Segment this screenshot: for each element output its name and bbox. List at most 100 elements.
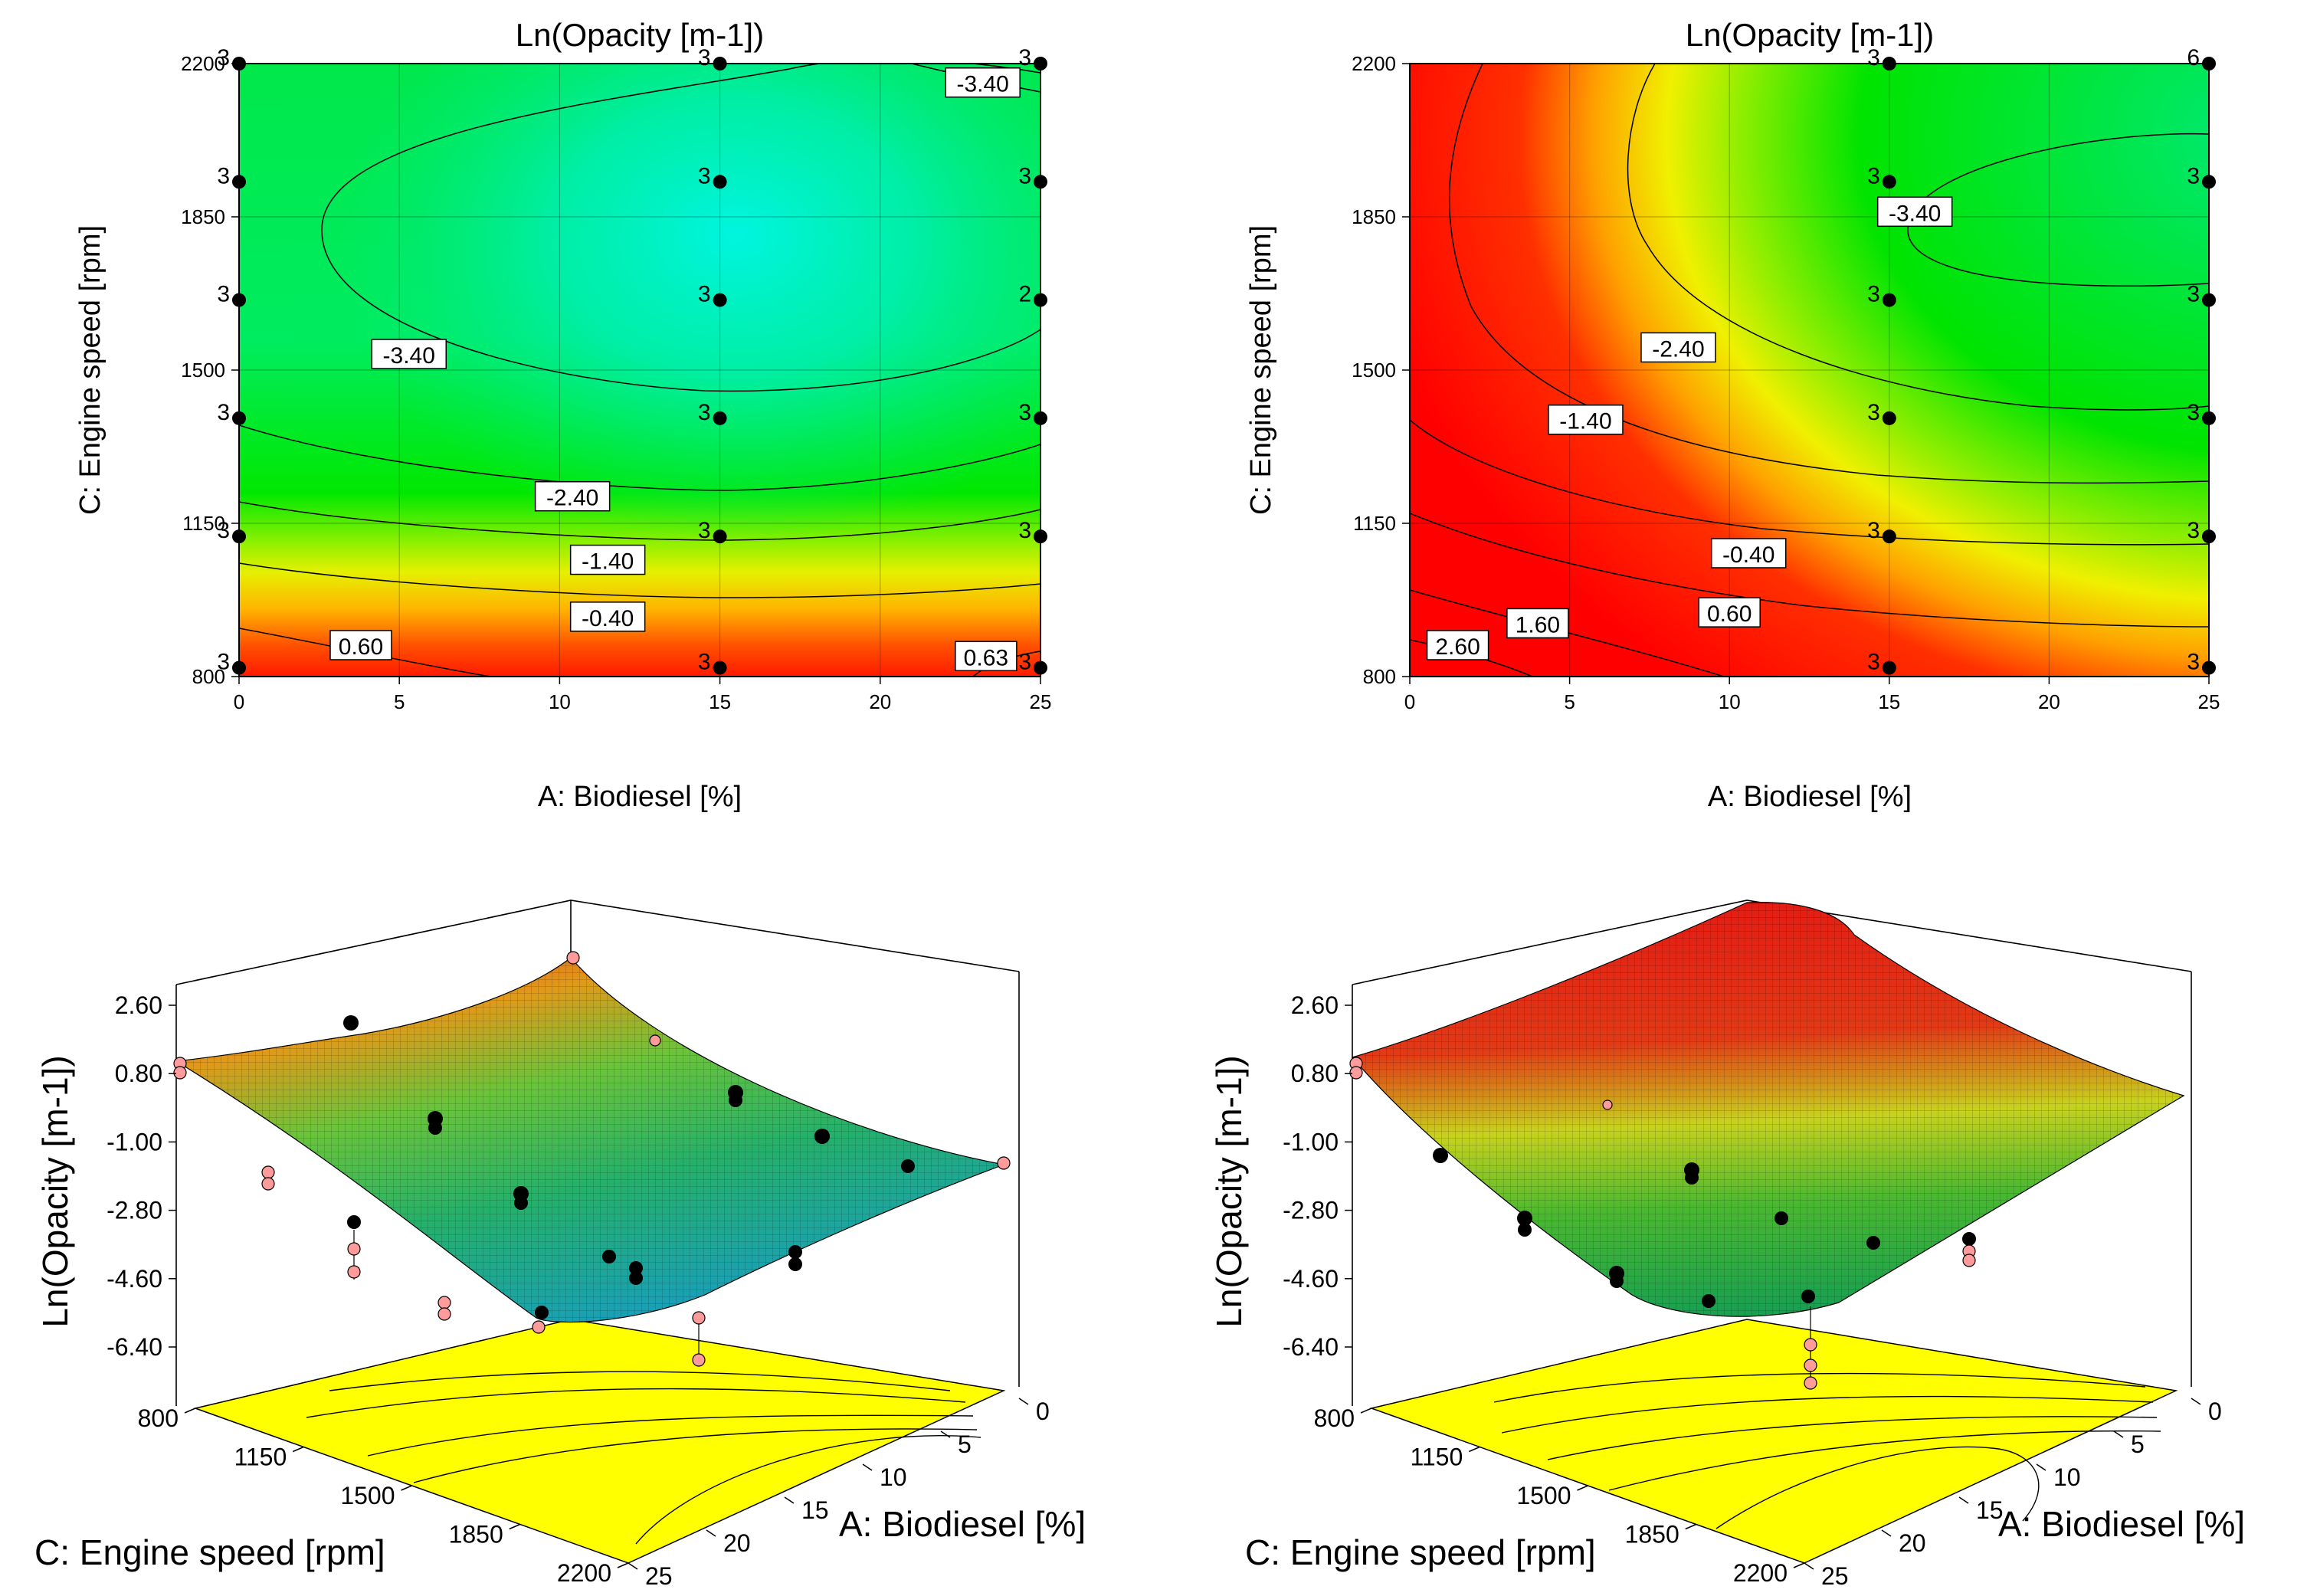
design-points: 3 3 3 3 3 3 3 3 3 3 3 3 3 3 2 3 3 3 [217,45,1047,675]
z-axis-label: Ln(Opacity [m-1]) [1209,1055,1249,1327]
data-point [1685,1171,1699,1185]
data-point [1962,1232,1976,1246]
x-tick-label: 10 [549,690,571,713]
data-point [629,1271,643,1285]
contour-plot-right: Ln(Opacity [m-1]) -3.40 -2.40 -1.40 -0.40 0.… [1245,17,2220,813]
plot-area [1410,64,2209,677]
data-point [1517,1211,1532,1226]
contour-label-text: -3.40 [1889,201,1941,226]
replicate-count: 3 [217,400,230,425]
contour-label-box [1426,630,1489,660]
biodiesel-tick-mark [862,1463,873,1471]
data-point-below-surface [692,1311,706,1325]
design-point: 3 [698,282,727,307]
design-point: 3 [698,163,727,189]
contour-label-text: -2.40 [546,486,598,511]
surface-mesh [1352,902,2184,1317]
design-point-marker [1882,293,1896,307]
engine-speed-tick-label: 800 [1314,1404,1355,1432]
data-point-below-surface [437,1296,451,1309]
y-tick-label: 1500 [1352,359,1396,382]
replicate-count: 3 [217,282,230,307]
design-point: 3 [217,518,246,544]
design-point: 3 [698,650,727,675]
z-axis-ticks: 2.60 0.80 -1.00 -2.80 -4.60 -6.40 [1283,991,1352,1361]
y-tick-label: 1500 [181,359,225,382]
design-point-marker [1882,411,1896,425]
data-point-below-surface [347,1265,361,1279]
engine-speed-tick-label: 1850 [449,1521,503,1548]
engine-speed-axis-label: C: Engine speed [rpm] [1245,1532,1596,1572]
contour-line [1410,513,2209,628]
contour-plot-left: Ln(Opacity [m-1]) -3.40 -3.40 -2.40 -1.40 -0… [74,17,1051,813]
contour-label: -2.40 [534,480,611,512]
y-tick-label: 1850 [1352,205,1396,228]
data-point-below-surface [997,1156,1011,1170]
replicate-count: 3 [1867,400,1880,425]
contour-label-box [371,339,447,369]
engine-speed-axis-ticks: 800 1150 1500 1850 2200 [138,1404,629,1587]
replicate-count: 3 [217,518,230,543]
x-tick-label: 0 [1404,690,1415,713]
floor-contours [1493,1372,2161,1529]
contour-label: 0.63 [955,641,1018,672]
replicate-count: 3 [2187,650,2200,675]
floor-contour-line [1547,1416,2158,1460]
replicate-count: 3 [698,282,711,307]
engine-speed-tick-mark [1577,1485,1588,1491]
engine-speed-tick-label: 2200 [1733,1559,1788,1587]
design-point: 3 [1867,518,1896,544]
data-point-below-surface [1804,1358,1817,1372]
contour-label: -1.40 [1548,404,1624,435]
biodiesel-tick-label: 0 [2208,1398,2222,1425]
biodiesel-tick-mark [940,1431,951,1438]
x-tick-label: 5 [1564,690,1575,713]
contour-label-text: 0.60 [1707,601,1752,627]
y-axis-label: C: Engine speed [rpm] [74,225,107,515]
contour-label-box [1548,404,1624,435]
contour-label-box [569,601,646,632]
floor-contour-line [1501,1395,2154,1434]
data-point [629,1261,643,1275]
z-axis-ticks: 2.60 0.80 -1.00 -2.80 -4.60 -6.40 [107,991,176,1361]
data-point-below-surface [692,1353,706,1367]
z-tick-label: -6.40 [1283,1333,1339,1361]
data-point-below-surface [1962,1254,1976,1267]
data-point [535,1306,549,1319]
biodiesel-tick-label: 10 [2053,1463,2081,1491]
y-tick-label: 2200 [1352,52,1396,75]
y-tick-label: 2200 [181,52,225,75]
engine-speed-tick-mark [1360,1408,1372,1414]
engine-speed-tick-mark [1685,1523,1697,1530]
design-point-marker [1882,529,1896,544]
design-point-marker [1882,175,1896,189]
design-point: 3 [1867,650,1896,675]
replicate-count: 2 [1018,282,1031,307]
contour-line [1907,133,2209,287]
floor-contour-plane [1369,1319,2178,1564]
z-tick-label: -6.40 [107,1333,162,1361]
contour-label-text: 1.60 [1516,612,1560,637]
surface-drop-points [1349,1057,1976,1390]
engine-speed-tick-label: 2200 [557,1559,611,1587]
replicate-count: 3 [217,650,230,675]
floor-contour-line [635,1435,981,1545]
contour-label-text: 2.60 [1435,634,1480,660]
biodiesel-axis-ticks: 0 5 10 15 20 25 [628,1398,1050,1590]
floor-contour-line [1716,1446,2040,1529]
data-point [1702,1294,1716,1308]
contour-line [239,424,1040,491]
data-point [347,1215,361,1229]
floor-contour-line [1608,1430,2161,1491]
contour-line [239,501,1040,541]
x-tick-label: 25 [1030,690,1052,713]
design-point-marker [713,175,727,189]
design-point: 3 [698,518,727,544]
biodiesel-tick-mark [706,1529,716,1537]
contour-line [239,562,1040,598]
x-axis-ticks: 0 5 10 15 20 25 [1404,677,2220,713]
data-point-below-surface [261,1177,275,1191]
replicate-count: 3 [217,45,230,70]
data-point-below-surface [261,1165,275,1179]
replicate-count: 3 [2187,518,2200,543]
